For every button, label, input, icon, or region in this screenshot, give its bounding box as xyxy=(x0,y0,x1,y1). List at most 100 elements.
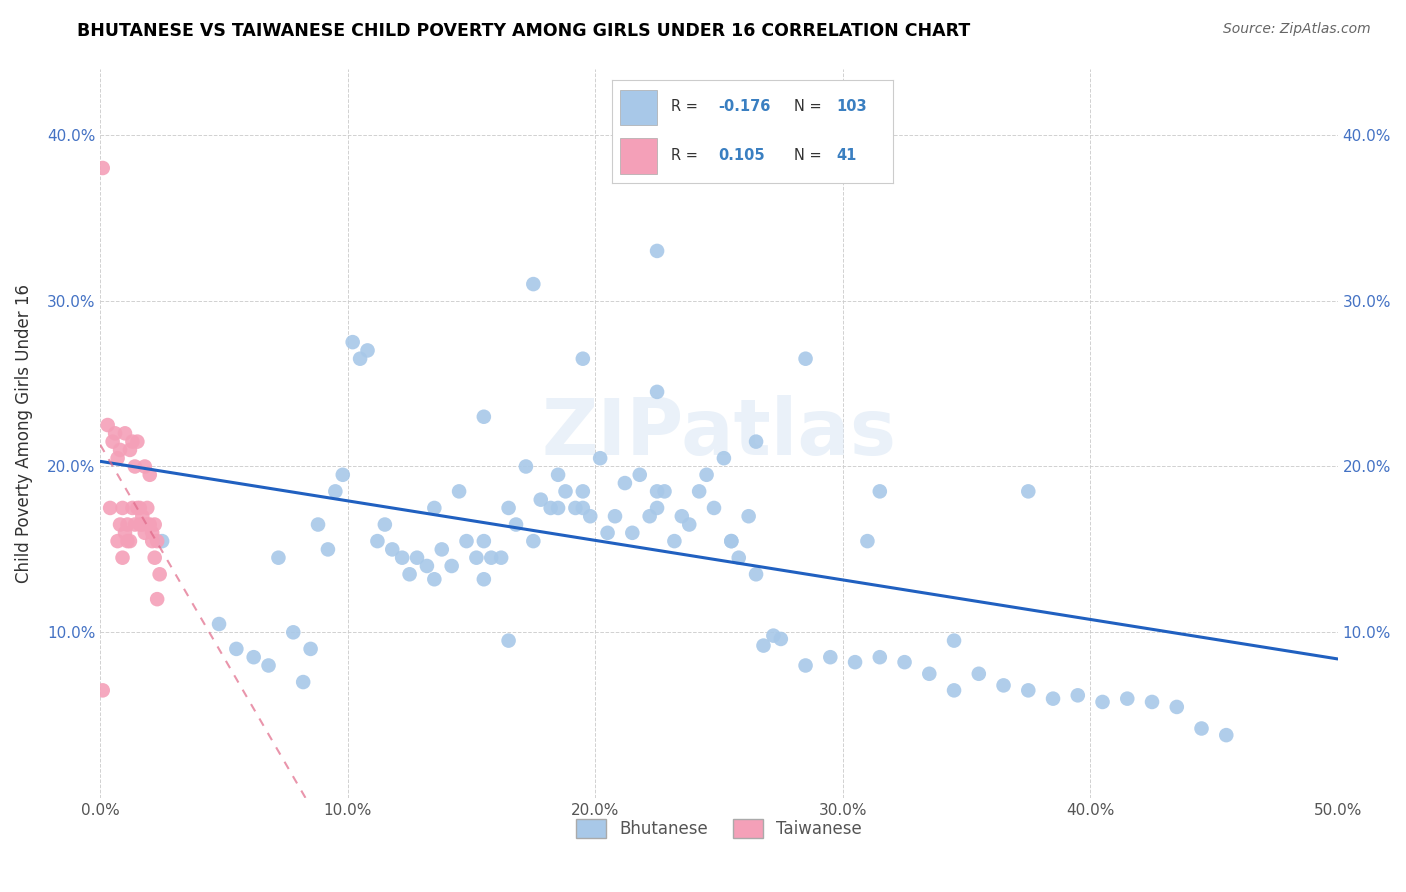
Point xyxy=(596,525,619,540)
Point xyxy=(374,517,396,532)
Point xyxy=(416,559,439,574)
Point xyxy=(522,277,544,291)
Point xyxy=(131,509,153,524)
Point xyxy=(762,629,785,643)
Point xyxy=(332,467,354,482)
Point xyxy=(325,484,347,499)
Point xyxy=(1017,683,1039,698)
Text: N =: N = xyxy=(794,99,827,114)
Point xyxy=(522,534,544,549)
Point xyxy=(108,517,131,532)
Point xyxy=(108,442,131,457)
Point xyxy=(114,525,136,540)
Point xyxy=(124,459,146,474)
Text: 41: 41 xyxy=(837,148,856,162)
Point xyxy=(893,655,915,669)
Point xyxy=(267,550,290,565)
Point xyxy=(391,550,413,565)
Point xyxy=(554,484,576,499)
Point xyxy=(208,617,231,632)
Point xyxy=(150,534,173,549)
Point xyxy=(134,525,156,540)
Point xyxy=(356,343,378,358)
Text: 0.105: 0.105 xyxy=(718,148,765,162)
Point xyxy=(143,550,166,565)
Point xyxy=(572,351,595,366)
Point xyxy=(381,542,404,557)
Point xyxy=(1067,689,1090,703)
Point xyxy=(613,476,636,491)
Point xyxy=(1116,691,1139,706)
Point xyxy=(141,534,163,549)
Bar xyxy=(620,137,657,174)
Point xyxy=(794,351,817,366)
Text: 103: 103 xyxy=(837,99,868,114)
Point xyxy=(579,509,602,524)
Point xyxy=(117,534,139,549)
Bar xyxy=(620,89,657,126)
Point xyxy=(621,145,644,159)
Point xyxy=(472,534,495,549)
Point xyxy=(713,451,735,466)
Point xyxy=(398,567,420,582)
Point xyxy=(498,633,520,648)
Point xyxy=(918,666,941,681)
Point xyxy=(540,500,562,515)
Point xyxy=(737,509,759,524)
Point xyxy=(349,351,371,366)
Point xyxy=(472,572,495,586)
Point xyxy=(124,517,146,532)
Point xyxy=(654,484,676,499)
Point xyxy=(121,500,143,515)
Point xyxy=(107,534,129,549)
Point xyxy=(242,650,264,665)
Point xyxy=(472,409,495,424)
Point xyxy=(943,633,966,648)
Point xyxy=(869,650,891,665)
Point xyxy=(342,335,364,350)
Point xyxy=(430,542,453,557)
Point xyxy=(727,550,749,565)
Point xyxy=(136,500,159,515)
Point xyxy=(645,484,668,499)
Point xyxy=(307,517,329,532)
Point xyxy=(645,500,668,515)
Point xyxy=(104,426,127,441)
Point xyxy=(671,509,693,524)
Point xyxy=(111,500,134,515)
Point xyxy=(128,517,150,532)
Point xyxy=(91,683,114,698)
Point xyxy=(638,509,661,524)
Point xyxy=(98,500,121,515)
Point xyxy=(664,534,686,549)
Point xyxy=(1042,691,1064,706)
Y-axis label: Child Poverty Among Girls Under 16: Child Poverty Among Girls Under 16 xyxy=(15,284,32,582)
Point xyxy=(1166,700,1188,714)
Point xyxy=(366,534,388,549)
Point xyxy=(131,517,153,532)
Point xyxy=(127,434,149,449)
Point xyxy=(449,484,471,499)
Point xyxy=(769,632,792,646)
Point xyxy=(720,534,742,549)
Point xyxy=(1017,484,1039,499)
Point xyxy=(128,500,150,515)
Point xyxy=(628,467,651,482)
Point xyxy=(136,517,159,532)
Point xyxy=(572,500,595,515)
Point xyxy=(91,161,114,175)
Point xyxy=(856,534,879,549)
Point xyxy=(530,492,553,507)
Point xyxy=(1091,695,1114,709)
Point xyxy=(703,500,725,515)
Point xyxy=(589,451,612,466)
Point xyxy=(141,525,163,540)
Point xyxy=(134,459,156,474)
Point xyxy=(720,534,742,549)
Point xyxy=(143,517,166,532)
Point xyxy=(146,592,169,607)
Point xyxy=(621,525,644,540)
Point xyxy=(869,484,891,499)
Point xyxy=(283,625,305,640)
Point xyxy=(498,500,520,515)
